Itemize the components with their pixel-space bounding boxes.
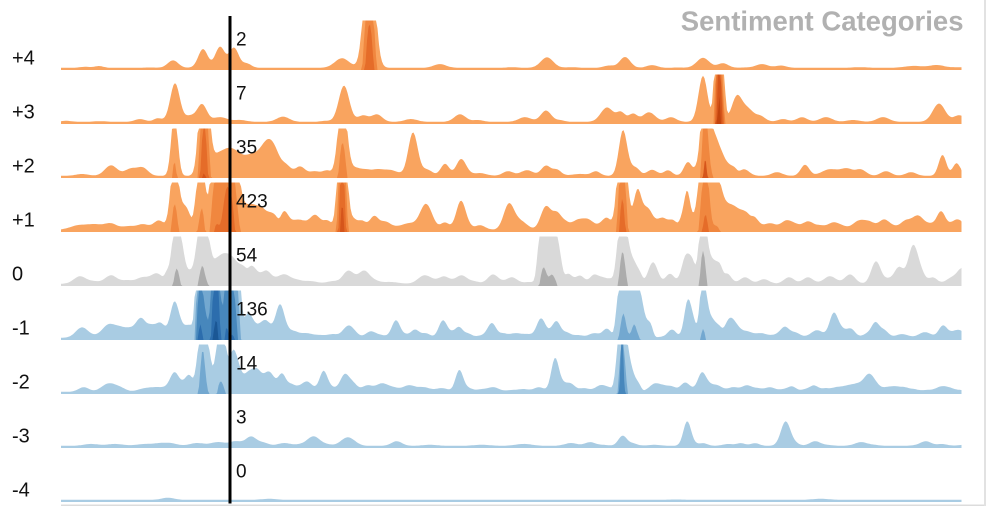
- svg-text:-2: -2: [12, 372, 30, 394]
- svg-text:2: 2: [236, 30, 247, 51]
- svg-text:+4: +4: [12, 48, 35, 70]
- svg-text:136: 136: [236, 300, 268, 321]
- svg-text:Sentiment Categories: Sentiment Categories: [681, 6, 964, 37]
- svg-text:7: 7: [236, 84, 247, 105]
- svg-text:35: 35: [236, 138, 257, 159]
- svg-text:14: 14: [236, 354, 258, 375]
- svg-text:+2: +2: [12, 156, 35, 178]
- svg-text:0: 0: [12, 264, 23, 286]
- svg-text:54: 54: [236, 246, 258, 267]
- svg-text:+3: +3: [12, 102, 35, 124]
- svg-text:-1: -1: [12, 318, 30, 340]
- svg-text:-4: -4: [12, 480, 30, 502]
- svg-text:0: 0: [236, 462, 247, 483]
- svg-text:-3: -3: [12, 426, 30, 448]
- svg-text:+1: +1: [12, 210, 35, 232]
- svg-text:423: 423: [236, 192, 268, 213]
- svg-text:3: 3: [236, 408, 247, 429]
